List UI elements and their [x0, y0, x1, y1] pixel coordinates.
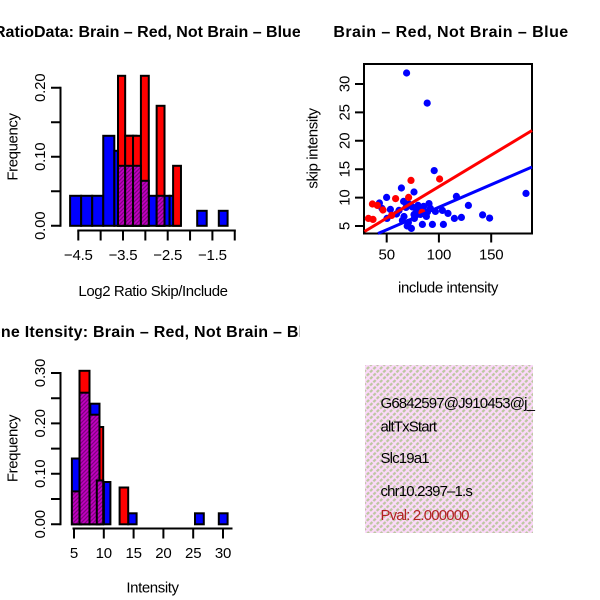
- svg-text:Gene Itensity: Brain – Red, No: Gene Itensity: Brain – Red, Not Brain – …: [0, 324, 323, 341]
- svg-text:15: 15: [337, 161, 354, 177]
- svg-text:0.30: 0.30: [32, 359, 49, 387]
- svg-text:−2.5: −2.5: [153, 247, 182, 264]
- svg-text:Log2 Ratio Skip/Include: Log2 Ratio Skip/Include: [78, 283, 227, 300]
- svg-text:−1.5: −1.5: [198, 247, 227, 264]
- svg-text:15: 15: [125, 545, 141, 562]
- svg-text:G6842597@J910453@j_: G6842597@J910453@j_: [381, 395, 536, 412]
- svg-text:5: 5: [337, 222, 354, 230]
- svg-text:0.20: 0.20: [32, 409, 49, 437]
- svg-text:Frequency: Frequency: [5, 414, 22, 482]
- svg-text:5: 5: [70, 545, 78, 562]
- svg-text:25: 25: [337, 104, 354, 120]
- svg-text:0.20: 0.20: [32, 74, 49, 102]
- svg-text:Slc19a1: Slc19a1: [381, 450, 430, 467]
- svg-text:100: 100: [427, 247, 451, 264]
- svg-text:Frequency: Frequency: [5, 112, 22, 180]
- svg-text:Brain – Red, Not Brain – Blue: Brain – Red, Not Brain – Blue: [333, 24, 568, 41]
- svg-text:chr10.2397–1.s: chr10.2397–1.s: [381, 483, 473, 500]
- svg-text:RatioData: Brain – Red, Not Br: RatioData: Brain – Red, Not Brain – Blue: [0, 24, 301, 41]
- svg-text:30: 30: [337, 76, 354, 92]
- svg-text:0.10: 0.10: [32, 143, 49, 171]
- svg-text:−4.5: −4.5: [64, 247, 93, 264]
- svg-text:20: 20: [337, 133, 354, 149]
- svg-text:150: 150: [479, 247, 503, 264]
- svg-text:altTxStart: altTxStart: [381, 419, 438, 436]
- svg-text:Pval: 2.000000: Pval: 2.000000: [381, 507, 470, 524]
- svg-text:50: 50: [379, 247, 395, 264]
- svg-text:0.10: 0.10: [32, 460, 49, 488]
- svg-text:skip intensity: skip intensity: [305, 107, 322, 188]
- svg-text:−3.5: −3.5: [109, 247, 138, 264]
- svg-text:10: 10: [337, 189, 354, 205]
- svg-text:25: 25: [185, 545, 201, 562]
- svg-text:Intensity: Intensity: [126, 580, 179, 597]
- svg-text:0.00: 0.00: [32, 510, 49, 538]
- svg-text:30: 30: [215, 545, 231, 562]
- svg-text:0.00: 0.00: [32, 212, 49, 240]
- svg-text:include intensity: include intensity: [398, 280, 499, 297]
- svg-text:10: 10: [96, 545, 112, 562]
- svg-text:20: 20: [155, 545, 171, 562]
